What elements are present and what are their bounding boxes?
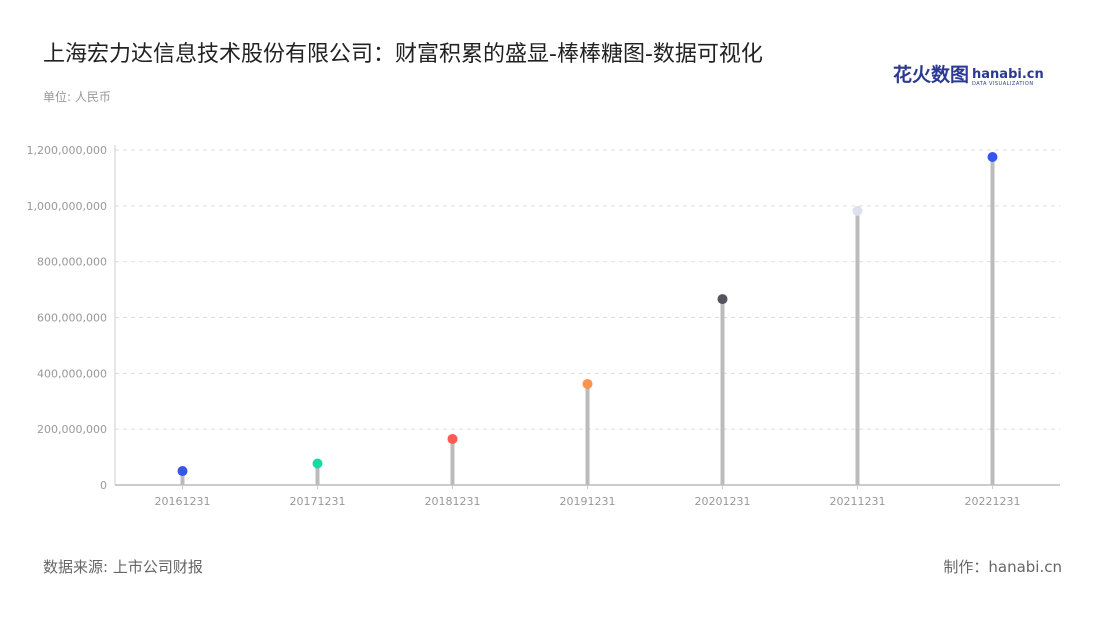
lollipop-dot bbox=[987, 151, 998, 162]
x-tick-label: 20221231 bbox=[965, 495, 1021, 508]
x-tick-label: 20211231 bbox=[830, 495, 886, 508]
lollipop-dot bbox=[312, 458, 323, 469]
x-tick-label: 20171231 bbox=[290, 495, 346, 508]
y-tick-label: 200,000,000 bbox=[37, 423, 107, 436]
x-tick-label: 20201231 bbox=[695, 495, 751, 508]
x-tick-label: 20191231 bbox=[560, 495, 616, 508]
lollipop-dot bbox=[177, 466, 188, 477]
logo: 花火数图 hanabi.cn DATA VISUALIZATION bbox=[893, 60, 1044, 87]
lollipop-dot bbox=[852, 205, 863, 216]
lollipop-dot bbox=[447, 433, 458, 444]
logo-sub: DATA VISUALIZATION bbox=[972, 81, 1034, 87]
data-source: 数据来源: 上市公司财报 bbox=[43, 558, 203, 576]
logo-en: hanabi.cn bbox=[972, 67, 1044, 82]
x-tick-label: 20181231 bbox=[425, 495, 481, 508]
y-tick-label: 600,000,000 bbox=[37, 312, 107, 325]
chart-title: 上海宏力达信息技术股份有限公司：财富积累的盛显-棒棒糖图-数据可视化 bbox=[43, 42, 763, 67]
lollipop-dot bbox=[717, 294, 728, 305]
logo-cn: 花火数图 bbox=[893, 64, 970, 86]
y-axis-unit: 单位: 人民币 bbox=[43, 90, 111, 104]
y-tick-label: 1,000,000,000 bbox=[27, 200, 107, 213]
y-tick-label: 800,000,000 bbox=[37, 256, 107, 269]
x-tick-label: 20161231 bbox=[155, 495, 211, 508]
lollipop-dot bbox=[582, 378, 593, 389]
maker-credit: 制作：hanabi.cn bbox=[943, 558, 1062, 576]
y-tick-label: 400,000,000 bbox=[37, 367, 107, 380]
y-tick-label: 0 bbox=[100, 479, 107, 492]
y-tick-label: 1,200,000,000 bbox=[27, 144, 107, 157]
